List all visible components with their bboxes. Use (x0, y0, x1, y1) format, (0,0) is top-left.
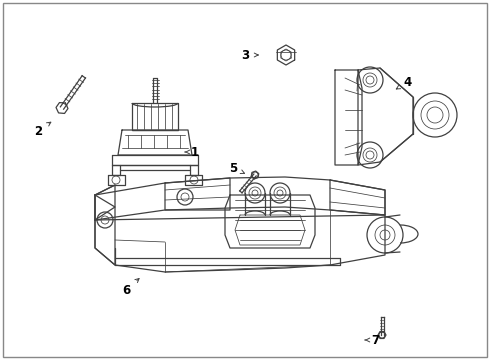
Text: 5: 5 (229, 162, 237, 175)
Text: 4: 4 (404, 76, 412, 89)
Text: 2: 2 (34, 125, 42, 138)
Text: 1: 1 (191, 145, 199, 158)
Text: 3: 3 (241, 49, 249, 62)
Text: 6: 6 (122, 284, 130, 297)
Text: 7: 7 (371, 333, 379, 346)
